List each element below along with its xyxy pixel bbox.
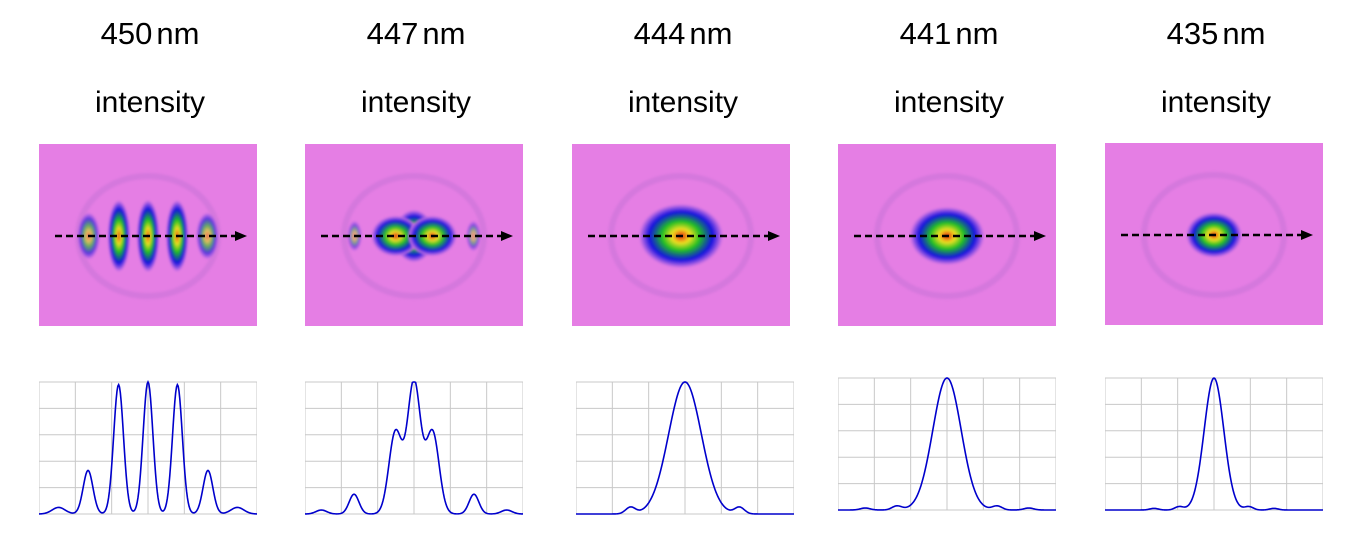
panel-444: 444 nm intensity	[563, 0, 803, 553]
arrow-head-icon	[1301, 230, 1313, 240]
wavelength-unit: nm	[422, 16, 466, 51]
wavelength-value: 435	[1166, 16, 1219, 51]
profile-line	[39, 380, 257, 515]
wavelength-unit: nm	[955, 16, 999, 51]
intensity-spot	[466, 221, 481, 251]
line-profile	[305, 378, 523, 518]
profile-line	[305, 381, 523, 515]
line-profile-svg	[1105, 377, 1323, 511]
line-profile	[39, 378, 257, 518]
intensity-spot	[196, 212, 219, 260]
wavelength-label: 444 nm	[563, 16, 803, 52]
intensity-map	[305, 144, 523, 326]
line-profile-svg	[39, 380, 257, 515]
line-profile	[838, 374, 1056, 514]
intensity-spot	[371, 216, 420, 256]
wavelength-value: 447	[366, 16, 419, 51]
line-profile-svg	[305, 381, 523, 515]
wavelength-unit: nm	[156, 16, 200, 51]
intensity-map-svg	[305, 144, 523, 326]
wavelength-value: 444	[633, 16, 686, 51]
arrow-head-icon	[1034, 231, 1046, 241]
intensity-map-svg	[572, 144, 790, 326]
arrow-head-icon	[501, 231, 513, 241]
wavelength-unit: nm	[689, 16, 733, 51]
intensity-map-svg	[1105, 143, 1323, 325]
intensity-map	[39, 144, 257, 326]
intensity-map	[838, 144, 1056, 326]
panel-450: 450 nm intensity	[30, 0, 270, 553]
map-label: intensity	[360, 86, 472, 119]
wavelength-label: 435 nm	[1096, 16, 1336, 52]
profile-line	[1105, 377, 1323, 511]
map-label: intensity	[627, 86, 739, 119]
panel-441: 441 nm intensity	[829, 0, 1069, 553]
intensity-map	[572, 144, 790, 326]
map-label: intensity	[1160, 86, 1272, 119]
map-label: intensity	[893, 86, 1005, 119]
intensity-map-svg	[39, 144, 257, 326]
map-label: intensity	[94, 86, 206, 119]
wavelength-label: 441 nm	[829, 16, 1069, 52]
arrow-head-icon	[235, 231, 247, 241]
panel-435: 435 nm intensity	[1096, 0, 1336, 553]
line-profile	[1105, 374, 1323, 514]
intensity-map-svg	[838, 144, 1056, 326]
arrow-head-icon	[768, 231, 780, 241]
intensity-map	[1105, 143, 1323, 325]
line-profile-svg	[838, 377, 1056, 511]
wavelength-value: 450	[100, 16, 153, 51]
wavelength-unit: nm	[1222, 16, 1266, 51]
profile-line	[838, 377, 1056, 511]
line-profile-svg	[576, 381, 794, 515]
profile-line	[576, 381, 794, 515]
wavelength-label: 450 nm	[30, 16, 270, 52]
line-profile	[576, 378, 794, 518]
panel-447: 447 nm intensity	[296, 0, 536, 553]
wavelength-label: 447 nm	[296, 16, 536, 52]
intensity-spot	[107, 200, 130, 272]
wavelength-value: 441	[899, 16, 952, 51]
